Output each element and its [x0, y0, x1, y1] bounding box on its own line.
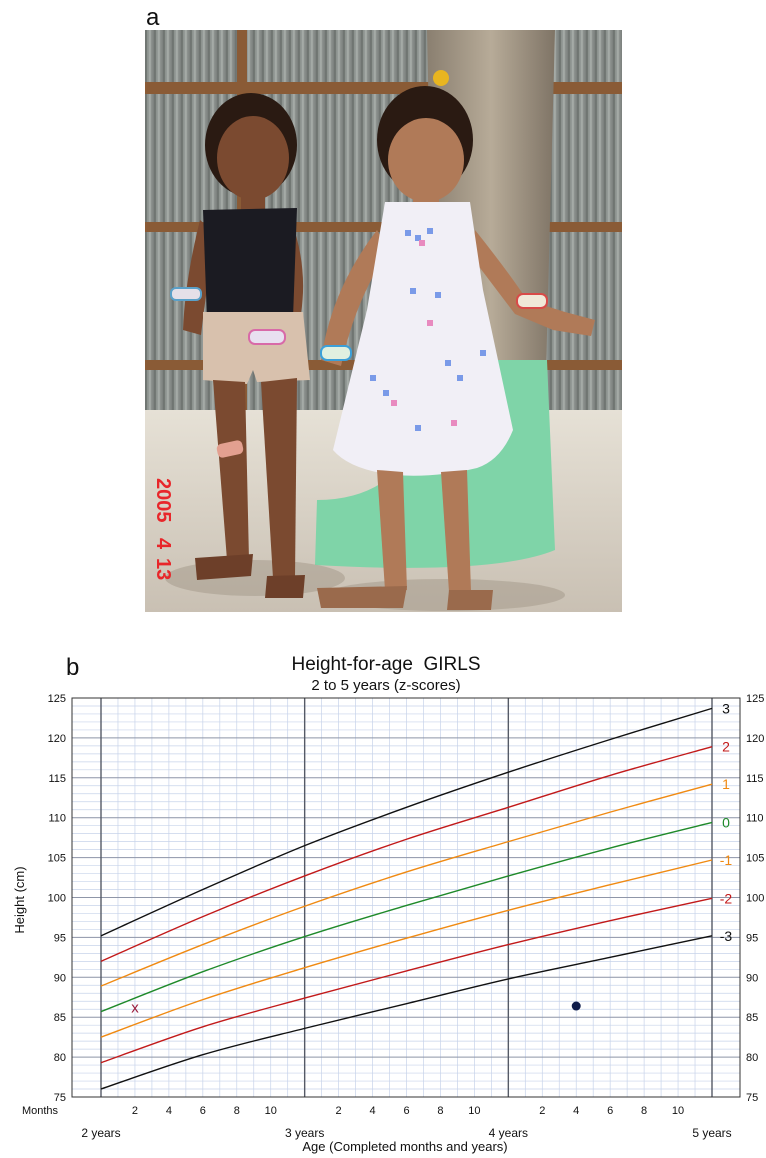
y-tick-label-left: 85 [54, 1012, 66, 1024]
year-label: 5 years [692, 1126, 731, 1140]
z-score-line--2 [100, 897, 713, 1064]
y-tick-label-right: 95 [746, 932, 758, 944]
z-score-label--1: -1 [720, 852, 733, 868]
y-tick-label-right: 75 [746, 1092, 758, 1104]
z-score-line-2 [100, 746, 713, 962]
month-tick-label: 10 [468, 1105, 480, 1117]
y-tick-label-left: 120 [48, 733, 66, 745]
month-tick-label: 6 [607, 1105, 613, 1117]
z-score-line--3 [100, 935, 713, 1090]
month-tick-label: 2 [539, 1105, 545, 1117]
month-tick-label: 8 [234, 1105, 240, 1117]
chart-subtitle: 2 to 5 years (z-scores) [311, 677, 460, 694]
z-score-line-3 [100, 707, 713, 937]
x-axis-label: Age (Completed months and years) [302, 1139, 507, 1154]
month-tick-label: 8 [437, 1105, 443, 1117]
chart-title: Height-for-age GIRLS [291, 654, 480, 675]
panel-label-a: a [146, 4, 160, 31]
year-label: 4 years [489, 1126, 528, 1140]
y-tick-label-left: 110 [48, 813, 66, 825]
photo-two-girls: 2005 4 13 [145, 30, 622, 612]
y-tick-label-left: 100 [48, 893, 66, 905]
left-girl [170, 93, 310, 598]
year-label: 2 years [81, 1126, 120, 1140]
month-tick-label: 10 [672, 1105, 684, 1117]
y-tick-label-right: 80 [746, 1052, 758, 1064]
y-tick-label-left: 75 [54, 1092, 66, 1104]
z-score-label-2: 2 [722, 739, 730, 755]
month-tick-label: 10 [265, 1105, 277, 1117]
month-tick-label: 4 [573, 1105, 579, 1117]
plot-area: 7580859095100105110115120125758085909510… [48, 693, 765, 1140]
z-score-line-0 [100, 821, 713, 1013]
year-label: 3 years [285, 1126, 324, 1140]
month-tick-label: 6 [403, 1105, 409, 1117]
z-score-label--2: -2 [720, 890, 733, 906]
month-tick-label: 6 [200, 1105, 206, 1117]
y-tick-label-right: 125 [746, 693, 764, 705]
data-point-x-marker: x [131, 1000, 139, 1017]
z-score-line--1 [100, 859, 713, 1038]
panel-label-b: b [66, 654, 80, 681]
y-tick-label-right: 105 [746, 853, 764, 865]
z-score-line-1 [100, 783, 713, 987]
y-tick-label-right: 85 [746, 1012, 758, 1024]
month-tick-label: 4 [369, 1105, 375, 1117]
y-tick-label-left: 105 [48, 853, 66, 865]
month-tick-label: 8 [641, 1105, 647, 1117]
y-tick-label-left: 115 [48, 773, 66, 785]
months-row-label: Months [22, 1105, 59, 1117]
right-girl [317, 70, 595, 610]
y-tick-label-left: 80 [54, 1052, 66, 1064]
date-stamp-month: 4 [152, 538, 174, 550]
y-tick-label-right: 90 [746, 972, 758, 984]
month-tick-label: 4 [166, 1105, 172, 1117]
z-score-label--3: -3 [720, 928, 733, 944]
month-tick-label: 2 [132, 1105, 138, 1117]
z-score-label-3: 3 [722, 700, 730, 716]
date-stamp-year: 2005 [152, 478, 174, 523]
y-tick-label-left: 95 [54, 932, 66, 944]
y-tick-label-right: 110 [746, 813, 764, 825]
y-tick-label-right: 100 [746, 893, 764, 905]
plot-frame [71, 697, 741, 1098]
y-axis-label: Height (cm) [12, 866, 27, 933]
date-stamp: 2005 4 13 [152, 478, 174, 580]
month-tick-label: 2 [336, 1105, 342, 1117]
y-tick-label-right: 115 [746, 773, 764, 785]
height-for-age-chart: Height-for-age GIRLS 2 to 5 years (z-sco… [12, 654, 765, 1154]
date-stamp-day: 13 [152, 558, 174, 580]
z-score-label-0: 0 [722, 814, 730, 830]
z-score-label-1: 1 [722, 776, 730, 792]
y-tick-label-left: 125 [48, 693, 66, 705]
y-tick-label-right: 120 [746, 733, 764, 745]
y-tick-label-left: 90 [54, 972, 66, 984]
data-point-dot [571, 1001, 581, 1011]
